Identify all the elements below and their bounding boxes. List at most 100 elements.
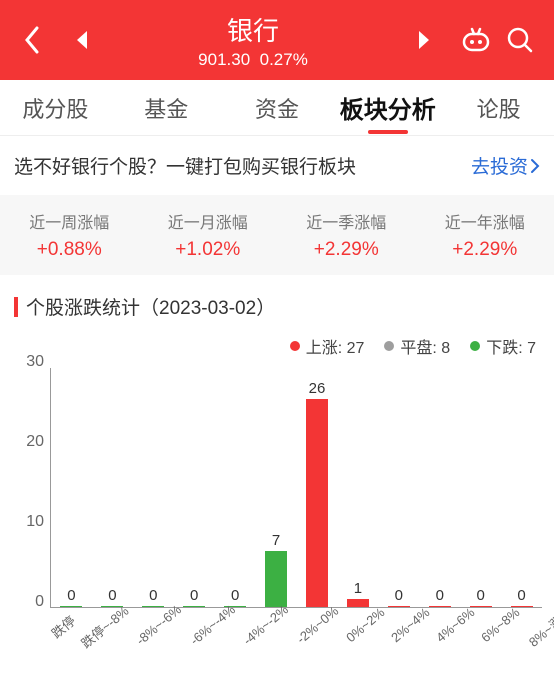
ytick-label: 10 xyxy=(26,513,44,531)
legend-up: 上涨: 27 xyxy=(290,334,365,358)
tab-sector-analysis[interactable]: 板块分析 xyxy=(332,82,443,133)
stock-name: 银行 xyxy=(112,11,394,48)
bar-column: 1 xyxy=(337,368,378,607)
chart-bars: 0 0 0 0 0 7 26 1 0 0 0 0 xyxy=(51,368,542,607)
next-button[interactable] xyxy=(394,29,454,51)
stock-change: 0.27% xyxy=(260,50,308,69)
xlabel: 6%~8% xyxy=(478,605,525,649)
bar-value-label: 0 xyxy=(67,587,75,604)
bar-column: 0 xyxy=(501,368,542,607)
search-button[interactable] xyxy=(498,26,542,54)
chart-yaxis: 0102030 xyxy=(8,362,48,602)
stat-label: 近一年涨幅 xyxy=(416,209,554,233)
legend-up-label: 上涨: 27 xyxy=(306,334,365,358)
bar-value-label: 26 xyxy=(309,380,326,397)
dot-icon xyxy=(384,341,394,351)
stock-price-line: 901.30 0.27% xyxy=(112,50,394,70)
stat-label: 近一周涨幅 xyxy=(0,209,139,233)
header-title-block: 银行 901.30 0.27% xyxy=(112,11,394,70)
bar-value-label: 0 xyxy=(477,587,485,604)
bar-rect xyxy=(142,606,164,607)
xlabel: 4%~6% xyxy=(433,605,480,649)
xlabel: 跌停~-8% xyxy=(77,601,133,652)
performance-stats: 近一周涨幅 +0.88% 近一月涨幅 +1.02% 近一季涨幅 +2.29% 近… xyxy=(0,195,554,275)
tab-capital[interactable]: 资金 xyxy=(222,84,333,132)
legend-flat: 平盘: 8 xyxy=(384,334,450,358)
xlabel: -4%~-2% xyxy=(241,602,294,651)
bar-rect xyxy=(429,606,451,607)
stat-value: +0.88% xyxy=(0,239,139,261)
stat-label: 近一季涨幅 xyxy=(277,209,416,233)
ytick-label: 20 xyxy=(26,433,44,451)
bar-column: 0 xyxy=(460,368,501,607)
dot-icon xyxy=(470,341,480,351)
bar-rect xyxy=(470,606,492,607)
bar-column: 0 xyxy=(92,368,133,607)
bar-value-label: 0 xyxy=(517,587,525,604)
xlabel: 0%~2% xyxy=(343,605,390,649)
bar-value-label: 0 xyxy=(149,587,157,604)
bar-value-label: 1 xyxy=(354,580,362,597)
tab-discussion[interactable]: 论股 xyxy=(443,84,554,132)
chart-plot: 0 0 0 0 0 7 26 1 0 0 0 0 xyxy=(50,368,542,608)
tab-components[interactable]: 成分股 xyxy=(0,84,111,132)
stat-value: +1.02% xyxy=(139,239,278,261)
bar-rect xyxy=(60,606,82,607)
bar-column: 26 xyxy=(297,368,338,607)
ytick-label: 0 xyxy=(35,593,44,611)
stat-week: 近一周涨幅 +0.88% xyxy=(0,209,139,261)
search-icon xyxy=(506,26,534,54)
bar-value-label: 0 xyxy=(108,587,116,604)
xlabel: -8%~-6% xyxy=(133,602,186,651)
assistant-button[interactable] xyxy=(454,26,498,54)
tab-bar: 成分股 基金 资金 板块分析 论股 xyxy=(0,80,554,136)
promo-text: 选不好银行个股？一键打包购买银行板块 xyxy=(14,152,471,179)
bar-column: 0 xyxy=(378,368,419,607)
robot-icon xyxy=(461,26,491,54)
stock-price: 901.30 xyxy=(198,50,250,69)
bar-column: 7 xyxy=(256,368,297,607)
bar-column: 0 xyxy=(133,368,174,607)
bar-rect xyxy=(183,606,205,607)
bar-value-label: 0 xyxy=(231,587,239,604)
stat-value: +2.29% xyxy=(277,239,416,261)
section-header: 个股涨跌统计（2023-03-02） xyxy=(0,275,554,326)
bar-column: 0 xyxy=(51,368,92,607)
ytick-label: 30 xyxy=(26,353,44,371)
legend-flat-label: 平盘: 8 xyxy=(400,334,450,358)
xlabel: 跌停 xyxy=(47,611,79,642)
invest-link[interactable]: 去投资 xyxy=(471,152,540,179)
section-title-text: 个股涨跌统计（2023-03-02） xyxy=(26,293,275,320)
chart-xlabels: 跌停跌停~-8%-8%~-6%-6%~-4%-4%~-2%-2%~0%0%~2%… xyxy=(50,614,542,633)
chart-legend: 上涨: 27 平盘: 8 下跌: 7 xyxy=(0,326,554,362)
prev-button[interactable] xyxy=(52,29,112,51)
stat-quarter: 近一季涨幅 +2.29% xyxy=(277,209,416,261)
chevron-right-icon xyxy=(530,158,540,174)
bar-rect xyxy=(388,606,410,607)
xlabel: 8%~涨停 xyxy=(524,602,554,650)
bar-value-label: 0 xyxy=(436,587,444,604)
xlabel: -2%~0% xyxy=(294,603,344,649)
stat-month: 近一月涨幅 +1.02% xyxy=(139,209,278,261)
invest-link-label: 去投资 xyxy=(471,152,528,179)
dot-icon xyxy=(290,341,300,351)
bar-column: 0 xyxy=(174,368,215,607)
promo-banner: 选不好银行个股？一键打包购买银行板块 去投资 xyxy=(0,136,554,195)
bar-value-label: 0 xyxy=(190,587,198,604)
chevron-left-icon xyxy=(23,25,41,55)
back-button[interactable] xyxy=(12,25,52,55)
app-header: 银行 901.30 0.27% xyxy=(0,0,554,80)
bar-column: 0 xyxy=(215,368,256,607)
triangle-right-icon xyxy=(416,29,432,51)
tab-funds[interactable]: 基金 xyxy=(111,84,222,132)
accent-bar xyxy=(14,297,18,317)
bar-value-label: 0 xyxy=(395,587,403,604)
bar-value-label: 7 xyxy=(272,532,280,549)
xlabel: 2%~4% xyxy=(388,605,435,649)
stat-year: 近一年涨幅 +2.29% xyxy=(416,209,554,261)
stat-value: +2.29% xyxy=(416,239,554,261)
stat-label: 近一月涨幅 xyxy=(139,209,278,233)
bar-rect xyxy=(265,551,287,607)
triangle-left-icon xyxy=(74,29,90,51)
bar-rect xyxy=(347,599,369,607)
